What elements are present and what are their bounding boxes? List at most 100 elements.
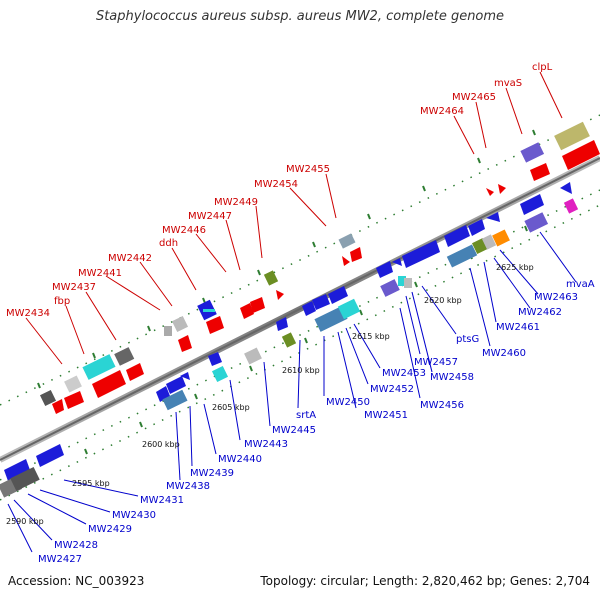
gene-arrow bbox=[562, 140, 600, 170]
genome-backbone-core bbox=[0, 157, 600, 461]
gene-label: clpL bbox=[532, 62, 553, 73]
upper-strand-genes bbox=[39, 121, 600, 414]
gene-box bbox=[10, 467, 40, 491]
gene-arrow bbox=[64, 391, 84, 409]
gene-label: ddh bbox=[159, 238, 178, 249]
genome-summary: Topology: circular; Length: 2,820,462 bp… bbox=[260, 574, 590, 588]
gene-label: MW2430 bbox=[112, 510, 156, 521]
gene-label: MW2441 bbox=[78, 268, 122, 279]
gene-box bbox=[554, 121, 590, 151]
gene-arrow bbox=[178, 335, 192, 352]
gene-box bbox=[64, 375, 82, 393]
gene-label: MW2427 bbox=[38, 554, 82, 565]
gene-label: mvaS bbox=[494, 78, 522, 89]
gene-label: srtA bbox=[296, 410, 316, 421]
scale-label: 2605 kbp bbox=[212, 403, 250, 412]
gene-label: MW2457 bbox=[414, 357, 458, 368]
gene-arrow bbox=[206, 316, 224, 334]
gene-box bbox=[82, 354, 116, 380]
gene-label: MW2460 bbox=[482, 348, 526, 359]
gene-label: MW2451 bbox=[364, 410, 408, 421]
gene-box bbox=[563, 198, 579, 214]
upper-outer-guide bbox=[0, 114, 600, 406]
gene-arrow bbox=[4, 459, 30, 481]
gene-arrow bbox=[444, 225, 470, 247]
scale-label: 2620 kbp bbox=[424, 296, 462, 305]
gene-label: MW2442 bbox=[108, 253, 152, 264]
upper-inner-guide bbox=[0, 189, 600, 481]
map-title: Staphylococcus aureus subsp. aureus MW2,… bbox=[95, 9, 505, 24]
gene-arrow bbox=[402, 240, 440, 268]
gene-arrow bbox=[342, 256, 350, 266]
upper-gene-labels: MW2434 fbp MW2437 MW2441 MW2442 ddh MW24… bbox=[6, 62, 553, 319]
gene-box bbox=[263, 270, 279, 286]
gene-box bbox=[337, 298, 361, 320]
scale-label: 2600 kbp bbox=[142, 440, 180, 449]
gene-label: MW2465 bbox=[452, 92, 496, 103]
gene-label: MW2431 bbox=[140, 495, 184, 506]
gene-box bbox=[171, 315, 189, 333]
gene-box bbox=[398, 276, 406, 286]
gene-label: MW2437 bbox=[52, 282, 96, 293]
gene-box bbox=[281, 332, 297, 348]
gene-label: MW2428 bbox=[54, 540, 98, 551]
gene-box bbox=[524, 212, 549, 233]
gene-label: MW2464 bbox=[420, 106, 464, 117]
gene-label: MW2462 bbox=[518, 307, 562, 318]
gene-box bbox=[481, 234, 497, 250]
gene-arrow bbox=[350, 247, 362, 262]
gene-arrow bbox=[276, 290, 284, 300]
lower-leader-lines bbox=[7, 231, 577, 553]
gene-arrow bbox=[52, 399, 64, 414]
scale-label: 2610 kbp bbox=[282, 366, 320, 375]
gene-label: MW2443 bbox=[244, 439, 288, 450]
scale-labels: 2590 kbp 2595 kbp 2600 kbp 2605 kbp 2610… bbox=[6, 263, 534, 526]
gene-box bbox=[446, 244, 478, 268]
gene-stripe bbox=[203, 309, 215, 312]
scale-label: 2595 kbp bbox=[72, 479, 110, 488]
gene-label: MW2434 bbox=[6, 308, 50, 319]
gene-box bbox=[338, 233, 356, 249]
gene-arrow bbox=[302, 301, 316, 316]
gene-label: MW2450 bbox=[326, 397, 370, 408]
gene-label: MW2445 bbox=[272, 425, 316, 436]
gene-arrow bbox=[240, 303, 254, 319]
gene-arrow bbox=[560, 182, 572, 194]
gene-label: MW2429 bbox=[88, 524, 132, 535]
gene-label: MW2447 bbox=[188, 211, 232, 222]
gene-arrow bbox=[250, 297, 265, 313]
gene-arrow bbox=[126, 363, 144, 381]
gene-box bbox=[380, 279, 400, 297]
gene-box bbox=[314, 306, 348, 332]
gene-label: ptsG bbox=[456, 334, 479, 345]
gene-arrow bbox=[520, 194, 544, 215]
gene-label: mvaA bbox=[566, 279, 595, 290]
gene-box bbox=[244, 347, 262, 365]
gene-box bbox=[492, 229, 510, 247]
gene-label: MW2453 bbox=[382, 368, 426, 379]
upper-leader-lines bbox=[25, 71, 563, 365]
gene-label: MW2455 bbox=[286, 164, 330, 175]
gene-box bbox=[404, 278, 412, 288]
gene-label: MW2454 bbox=[254, 179, 298, 190]
gene-arrow bbox=[180, 372, 190, 380]
gene-arrow bbox=[276, 317, 288, 331]
gene-label: MW2461 bbox=[496, 322, 540, 333]
gene-box bbox=[211, 365, 229, 383]
gene-arrow bbox=[486, 212, 500, 222]
gene-arrow bbox=[208, 352, 222, 366]
gene-label: MW2440 bbox=[218, 454, 262, 465]
gene-arrow bbox=[392, 258, 402, 266]
gene-arrow bbox=[166, 376, 186, 394]
gene-label: MW2463 bbox=[534, 292, 578, 303]
gene-arrow bbox=[36, 444, 64, 467]
lower-gene-labels: MW2427 MW2428 MW2429 MW2430 MW2431 MW243… bbox=[38, 279, 595, 565]
lower-strand-genes bbox=[0, 182, 579, 498]
gene-arrow bbox=[498, 184, 506, 194]
gene-label: MW2452 bbox=[370, 384, 414, 395]
gene-label: MW2456 bbox=[420, 400, 464, 411]
accession-text: Accession: NC_003923 bbox=[8, 574, 145, 588]
gene-label: fbp bbox=[54, 296, 70, 307]
gene-label: MW2446 bbox=[162, 225, 206, 236]
gene-arrow bbox=[312, 294, 330, 310]
